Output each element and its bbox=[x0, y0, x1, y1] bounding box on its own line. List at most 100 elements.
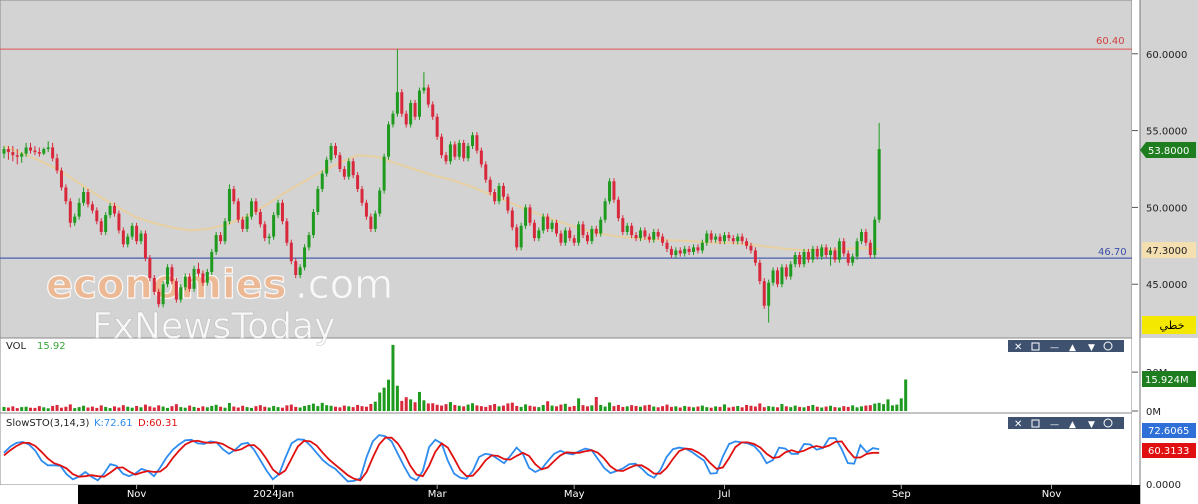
minimize-icon[interactable]: — bbox=[1050, 420, 1059, 430]
volume-bar bbox=[709, 407, 713, 411]
volume-bar bbox=[776, 407, 779, 411]
settings-icon[interactable] bbox=[1103, 418, 1113, 428]
candle bbox=[727, 231, 731, 242]
candle bbox=[652, 228, 656, 243]
volume-bar bbox=[135, 405, 139, 411]
volume-bar bbox=[307, 404, 311, 411]
volume-bar bbox=[510, 402, 514, 411]
candle bbox=[634, 231, 638, 242]
candle bbox=[276, 199, 280, 219]
settings-icon[interactable] bbox=[1103, 341, 1113, 351]
volume-bar bbox=[285, 405, 289, 411]
volume-bar bbox=[603, 406, 607, 411]
time-axis-bar bbox=[78, 485, 1140, 504]
volume-bar bbox=[634, 405, 638, 411]
volume-bar bbox=[130, 407, 134, 411]
ma-price-tag: 47.3000 bbox=[1142, 242, 1196, 258]
close-icon[interactable]: ✕ bbox=[1014, 419, 1022, 430]
candle bbox=[139, 230, 143, 245]
volume-bar bbox=[413, 402, 417, 411]
volume-bar bbox=[532, 406, 536, 411]
candle bbox=[166, 264, 170, 288]
candle bbox=[42, 147, 46, 156]
candle bbox=[493, 188, 497, 205]
candle bbox=[466, 142, 470, 162]
candle bbox=[214, 231, 218, 256]
candle bbox=[599, 216, 603, 237]
arrow-up-icon[interactable]: ▲ bbox=[1069, 343, 1076, 353]
arrow-down-icon[interactable]: ▼ bbox=[1088, 343, 1095, 353]
time-tick-label: Mar bbox=[428, 489, 448, 500]
candle bbox=[174, 278, 178, 303]
time-tick-label: Nov bbox=[127, 489, 147, 500]
candle bbox=[64, 184, 68, 205]
candle bbox=[241, 216, 245, 232]
close-icon[interactable]: ✕ bbox=[1014, 342, 1022, 353]
candle bbox=[126, 233, 130, 248]
volume-bar bbox=[501, 405, 505, 411]
volume-bar bbox=[179, 407, 183, 411]
volume-bar bbox=[700, 405, 704, 411]
candle bbox=[793, 251, 797, 268]
candle bbox=[647, 233, 651, 243]
candle bbox=[656, 228, 660, 240]
volume-bar bbox=[99, 405, 103, 411]
candle bbox=[696, 244, 700, 254]
arrow-up-icon[interactable]: ▲ bbox=[1069, 420, 1076, 430]
volume-bar bbox=[223, 407, 227, 411]
arrow-down-icon[interactable]: ▼ bbox=[1088, 420, 1095, 430]
candle bbox=[868, 239, 872, 259]
volume-bar bbox=[616, 404, 620, 411]
volume-bar bbox=[329, 405, 333, 411]
volume-bar bbox=[669, 406, 673, 411]
volume-bar bbox=[440, 405, 444, 411]
volume-bar bbox=[612, 406, 616, 411]
maximize-icon[interactable] bbox=[1031, 342, 1040, 351]
volume-bar bbox=[859, 406, 863, 411]
volume-bar bbox=[608, 402, 612, 411]
candle bbox=[559, 230, 563, 246]
candle bbox=[471, 132, 475, 150]
candle bbox=[528, 204, 532, 226]
candle bbox=[404, 110, 408, 128]
candle bbox=[108, 202, 112, 219]
candle bbox=[245, 213, 249, 232]
candle bbox=[196, 262, 200, 277]
candle bbox=[73, 213, 77, 226]
volume-bar bbox=[400, 400, 404, 411]
maximize-icon[interactable] bbox=[1031, 419, 1040, 428]
candle bbox=[731, 235, 735, 245]
candle bbox=[484, 161, 488, 183]
candle bbox=[643, 227, 647, 240]
candle bbox=[753, 247, 757, 266]
volume-bar bbox=[599, 404, 603, 411]
mode-text: خطي bbox=[1160, 319, 1185, 332]
candle bbox=[479, 147, 483, 168]
price-tick-label: 55.0000 bbox=[1146, 127, 1187, 138]
svg-text:FxNewsToday: FxNewsToday bbox=[92, 306, 335, 347]
last-price-text: 53.8000 bbox=[1148, 146, 1189, 157]
volume-bar bbox=[276, 407, 280, 411]
candle bbox=[758, 259, 762, 285]
economies-watermark: economies .com FxNewsToday bbox=[45, 261, 393, 347]
candle bbox=[373, 210, 377, 232]
candle bbox=[205, 268, 209, 286]
stochastic-k-tag-text: 72.6065 bbox=[1148, 426, 1189, 437]
volume-bar bbox=[258, 405, 262, 411]
candle bbox=[714, 233, 718, 243]
candle bbox=[2, 145, 6, 159]
candle bbox=[263, 221, 267, 242]
candle bbox=[709, 230, 713, 243]
volume-bar bbox=[51, 405, 55, 411]
volume-bar bbox=[687, 406, 691, 411]
minimize-icon[interactable]: — bbox=[1050, 343, 1059, 353]
volume-bar bbox=[113, 406, 116, 411]
stochastic-d-tag: 60.3133 bbox=[1142, 443, 1196, 458]
candle bbox=[232, 185, 236, 205]
volume-bar bbox=[625, 406, 629, 411]
candle bbox=[550, 219, 554, 232]
candle bbox=[289, 239, 293, 265]
volume-bar bbox=[59, 407, 63, 411]
candle bbox=[563, 227, 567, 246]
volume-bar bbox=[630, 405, 634, 411]
